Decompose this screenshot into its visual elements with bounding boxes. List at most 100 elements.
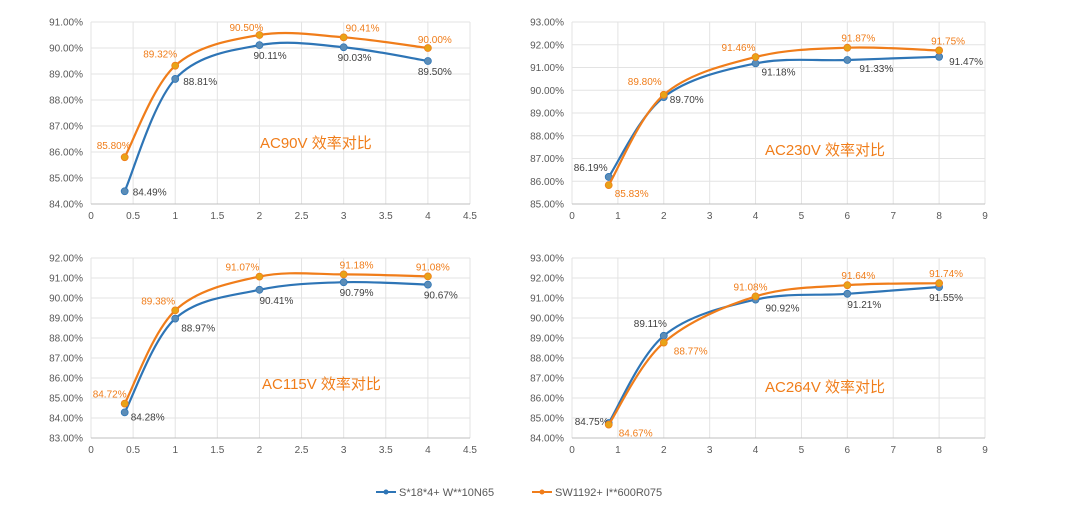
x-tick-label: 8: [936, 445, 942, 456]
x-tick-label: 3: [341, 211, 347, 222]
y-tick-label: 89.00%: [530, 109, 564, 120]
y-tick-label: 88.00%: [49, 334, 83, 345]
y-tick-label: 88.00%: [530, 131, 564, 142]
y-tick-label: 90.00%: [530, 86, 564, 97]
data-label: 89.80%: [628, 77, 662, 88]
data-point: [935, 46, 944, 55]
y-tick-label: 84.00%: [49, 200, 83, 211]
data-point: [843, 289, 852, 298]
data-label: 91.08%: [416, 262, 450, 273]
data-point: [255, 41, 264, 50]
x-tick-label: 1.5: [210, 445, 224, 456]
x-tick-label: 4: [425, 211, 431, 222]
y-tick-label: 91.00%: [530, 63, 564, 74]
data-label: 90.41%: [259, 296, 293, 307]
x-tick-label: 5: [799, 211, 805, 222]
x-tick-label: 0: [569, 445, 575, 456]
legend-label: SW1192+ I**600R075: [555, 487, 662, 499]
data-point: [171, 306, 180, 315]
data-point: [604, 420, 613, 429]
data-point: [843, 281, 852, 290]
y-tick-label: 93.00%: [530, 18, 564, 29]
data-point: [339, 33, 348, 42]
x-tick-label: 6: [845, 211, 851, 222]
data-label: 91.74%: [929, 269, 963, 280]
data-point: [751, 59, 760, 68]
data-point: [423, 272, 432, 281]
x-tick-label: 3: [707, 445, 713, 456]
data-point: [843, 56, 852, 64]
data-label: 84.28%: [131, 412, 165, 423]
data-label: 90.00%: [418, 35, 452, 46]
x-tick-label: 2: [661, 445, 667, 456]
x-tick-label: 2.5: [295, 445, 309, 456]
y-tick-label: 89.00%: [530, 334, 564, 345]
data-label: 90.03%: [338, 53, 372, 64]
data-point: [935, 279, 944, 288]
x-tick-label: 4: [753, 445, 759, 456]
data-label: 91.33%: [859, 64, 893, 75]
data-label: 90.67%: [424, 291, 458, 302]
y-tick-label: 87.00%: [530, 154, 564, 165]
data-label: 91.18%: [340, 260, 374, 271]
chart-panel: 83.00% 84.00% 85.00% 86.00% 87.00% 88.00% 89.0…: [49, 254, 477, 457]
x-tick-label: 4: [425, 445, 431, 456]
data-point: [751, 53, 760, 61]
y-tick-label: 92.00%: [49, 254, 83, 265]
data-label: 88.97%: [181, 324, 215, 335]
data-point: [171, 314, 180, 323]
x-tick-label: 8: [936, 211, 942, 222]
x-tick-label: 3.5: [379, 445, 393, 456]
data-point: [120, 153, 129, 162]
y-tick-label: 90.00%: [49, 44, 83, 55]
x-tick-label: 1: [172, 211, 178, 222]
chart-title: AC90V 效率对比: [260, 135, 372, 152]
data-label: 91.75%: [931, 36, 965, 47]
chart-title: AC230V 效率对比: [765, 142, 885, 159]
y-tick-label: 85.00%: [530, 414, 564, 425]
x-tick-label: 0.5: [126, 211, 140, 222]
data-label: 84.49%: [133, 187, 167, 198]
data-label: 90.79%: [340, 288, 374, 299]
data-label: 91.47%: [949, 57, 983, 68]
x-tick-label: 9: [982, 211, 988, 222]
y-tick-label: 85.00%: [49, 394, 83, 405]
y-tick-label: 87.00%: [530, 374, 564, 385]
series-line: [123, 41, 429, 192]
data-point: [120, 187, 129, 196]
data-point: [423, 44, 432, 52]
data-label: 84.67%: [619, 429, 653, 440]
x-tick-label: 1: [615, 211, 621, 222]
data-label: 89.38%: [141, 296, 175, 307]
data-point: [339, 278, 348, 287]
data-label: 91.07%: [225, 263, 259, 274]
x-tick-label: 1: [172, 445, 178, 456]
x-tick-label: 2.5: [295, 211, 309, 222]
x-tick-label: 3: [341, 445, 347, 456]
x-tick-label: 9: [982, 445, 988, 456]
legend-label: S*18*4+ W**10N65: [399, 487, 494, 499]
data-point: [171, 61, 180, 70]
data-label: 91.87%: [841, 34, 875, 45]
y-tick-label: 86.00%: [530, 177, 564, 188]
data-point: [171, 75, 180, 83]
data-label: 90.92%: [766, 304, 800, 315]
legend: S*18*4+ W**10N65 SW1192+ I**600R075: [376, 487, 662, 499]
y-tick-label: 91.00%: [49, 18, 83, 29]
data-label: 90.11%: [253, 51, 286, 62]
data-label: 89.32%: [143, 50, 177, 61]
data-point: [751, 292, 760, 301]
x-tick-label: 0: [569, 211, 575, 222]
x-tick-label: 7: [890, 211, 896, 222]
data-label: 91.21%: [847, 300, 881, 311]
y-tick-label: 90.00%: [49, 294, 83, 305]
data-label: 91.08%: [734, 282, 768, 293]
data-point: [843, 43, 852, 52]
data-point: [339, 270, 348, 279]
y-tick-label: 89.00%: [49, 70, 83, 81]
x-tick-label: 2: [257, 211, 263, 222]
data-label: 90.50%: [229, 23, 263, 34]
data-label: 89.70%: [670, 95, 704, 106]
x-tick-label: 2: [661, 211, 667, 222]
